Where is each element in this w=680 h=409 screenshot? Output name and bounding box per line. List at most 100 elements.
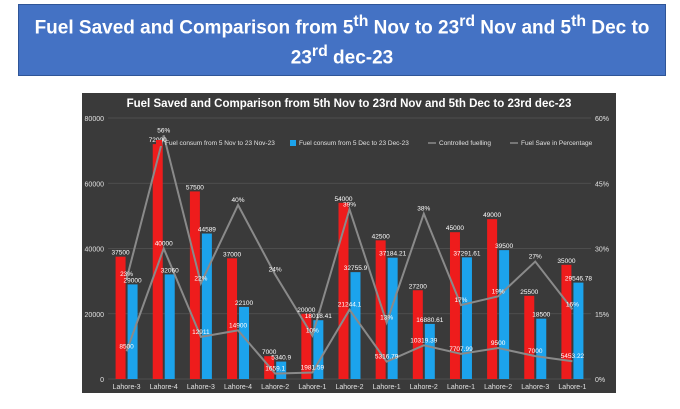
legend-label-controlled-fuelling: Controlled fuelling [439, 140, 491, 147]
data-label-percentage: 17% [454, 297, 467, 304]
data-label-series-2: 32060 [161, 267, 179, 274]
bar-series-2 [536, 318, 547, 379]
data-label-percentage: 39% [343, 201, 356, 208]
bar-series-1 [561, 264, 572, 379]
data-label-series-2: 5340.9 [271, 355, 291, 362]
data-label-series-2: 29546.78 [565, 276, 592, 283]
data-label-series-2: 37291.61 [453, 250, 480, 257]
bar-series-1 [412, 290, 423, 379]
data-label-percentage: 22% [194, 275, 207, 282]
data-label-series-2: 39500 [495, 243, 513, 250]
x-tick-label: Lahore-1 [447, 384, 475, 391]
legend-label-percentage: Fuel Save in Percentage [521, 140, 593, 147]
bar-series-1 [227, 258, 238, 379]
data-label-percentage: 13% [380, 314, 393, 321]
line-controlled-fuelling [125, 245, 573, 375]
bar-series-2 [424, 323, 435, 379]
bar-series-2 [239, 306, 250, 379]
data-label-series-1: 57500 [186, 184, 204, 191]
x-tick-label: Lahore-4 [150, 384, 178, 391]
data-label-series-2: 16880.61 [416, 317, 443, 324]
legend-swatch-series-2 [290, 140, 296, 146]
legend-label-series-2: Fuel consum from 5 Dec to 23 Dec-23 [299, 140, 409, 147]
bar-series-1 [487, 219, 498, 379]
data-label-controlled-fuelling: 10319.39 [410, 337, 437, 344]
y-right-tick-label: 0% [595, 377, 605, 384]
data-label-controlled-fuelling: 7707.99 [449, 346, 473, 353]
bar-series-2 [461, 257, 472, 379]
bar-series-1 [189, 191, 200, 379]
data-label-series-2: 37184.21 [379, 251, 406, 258]
legend-swatch-series-1 [156, 140, 162, 146]
data-label-series-1: 54000 [334, 196, 352, 203]
y-right-tick-label: 15% [595, 312, 609, 319]
data-label-series-2: 18018.41 [305, 313, 332, 320]
data-label-controlled-fuelling: 12911 [192, 329, 210, 336]
data-label-percentage: 38% [417, 206, 430, 213]
bar-series-1 [338, 202, 349, 379]
bar-series-2 [201, 233, 212, 379]
y-left-tick-label: 0 [100, 377, 104, 384]
y-left-tick-label: 60000 [85, 181, 105, 188]
bar-series-1 [301, 313, 312, 379]
y-left-tick-label: 80000 [85, 116, 105, 123]
data-label-controlled-fuelling: 8500 [119, 343, 134, 350]
banner-title: Fuel Saved and Comparison from 5th Nov t… [34, 12, 650, 69]
data-label-series-1: 42500 [372, 233, 390, 240]
data-label-series-2: 29000 [124, 277, 142, 284]
data-label-controlled-fuelling: 9500 [491, 340, 506, 347]
data-label-series-2: 18500 [532, 312, 550, 319]
bar-series-2 [313, 320, 324, 379]
x-tick-label: Lahore-3 [521, 384, 549, 391]
y-right-tick-label: 60% [595, 116, 609, 123]
bar-series-1 [375, 240, 386, 379]
data-label-percentage: 10% [306, 328, 319, 335]
data-label-controlled-fuelling: 7000 [528, 348, 543, 355]
data-label-series-2: 32755.9 [344, 265, 368, 272]
bar-series-2 [276, 361, 287, 379]
x-tick-label: Lahore-1 [298, 384, 326, 391]
data-label-percentage: 23% [120, 271, 133, 278]
data-label-controlled-fuelling: 1659.1 [265, 366, 285, 373]
x-tick-label: Lahore-4 [224, 384, 252, 391]
data-label-percentage: 16% [566, 301, 579, 308]
x-tick-label: Lahore-1 [558, 384, 586, 391]
data-label-series-1: 35000 [557, 258, 575, 265]
bar-series-2 [499, 250, 510, 379]
data-label-series-1: 37500 [112, 250, 130, 257]
data-label-controlled-fuelling: 14900 [229, 322, 247, 329]
data-label-series-2: 22100 [235, 300, 253, 307]
data-label-series-1: 20000 [297, 307, 315, 314]
bar-series-1 [449, 232, 460, 379]
x-tick-label: Lahore-2 [484, 384, 512, 391]
bar-series-2 [573, 282, 584, 379]
data-label-series-1: 49000 [483, 212, 501, 219]
chart-panel: Fuel Saved and Comparison from 5th Nov t… [82, 93, 616, 393]
data-label-controlled-fuelling: 1981.59 [301, 365, 325, 372]
x-tick-label: Lahore-2 [261, 384, 289, 391]
y-right-tick-label: 45% [595, 181, 609, 188]
legend-label-series-1: Fuel consum from 5 Nov to 23 Nov-23 [165, 140, 275, 147]
data-label-series-2: 44589 [198, 227, 216, 234]
x-tick-label: Lahore-2 [335, 384, 363, 391]
data-label-controlled-fuelling: 5316.79 [375, 354, 399, 361]
data-label-percentage: 24% [269, 267, 282, 274]
chart: Fuel Saved and Comparison from 5th Nov t… [82, 93, 616, 393]
bar-series-2 [387, 257, 398, 379]
data-label-series-1: 7000 [262, 349, 277, 356]
bar-series-1 [115, 256, 126, 379]
data-label-percentage: 40% [232, 197, 245, 204]
line-fuel-save-percentage [125, 135, 574, 338]
y-left-tick-label: 40000 [85, 247, 105, 254]
data-label-controlled-fuelling: 21244.1 [338, 302, 362, 309]
data-label-series-1: 37000 [223, 251, 241, 258]
data-label-series-1: 45000 [446, 225, 464, 232]
data-label-percentage: 27% [529, 254, 542, 261]
x-tick-label: Lahore-2 [410, 384, 438, 391]
data-label-percentage: 56% [157, 127, 170, 134]
x-tick-label: Lahore-3 [187, 384, 215, 391]
bar-series-2 [350, 272, 361, 379]
data-label-series-1: 27200 [409, 283, 427, 290]
title-banner: Fuel Saved and Comparison from 5th Nov t… [18, 4, 666, 76]
bar-series-1 [152, 144, 163, 379]
